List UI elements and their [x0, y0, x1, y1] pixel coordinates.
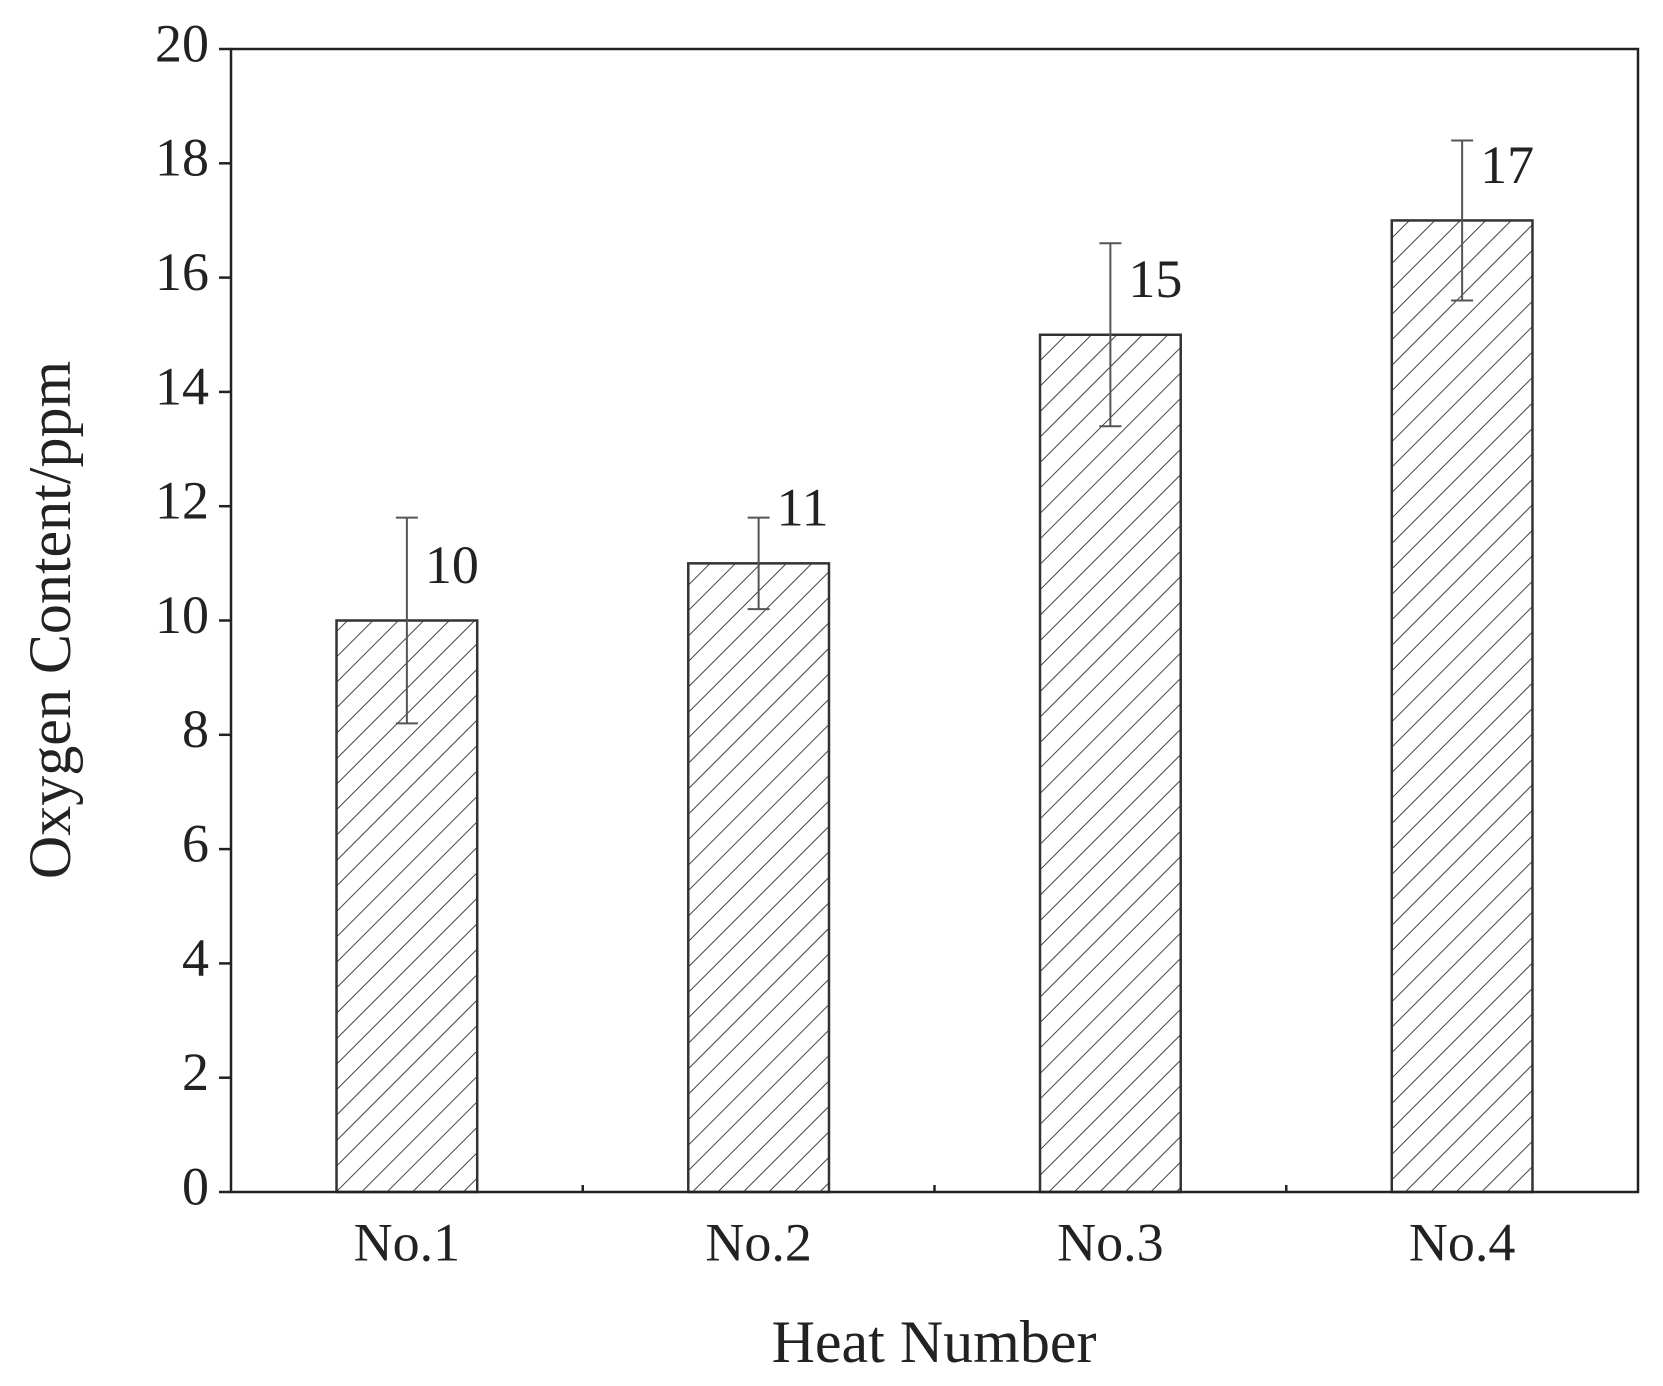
bar — [687, 562, 831, 1194]
y-tick-label: 14 — [155, 356, 209, 416]
y-tick-label: 18 — [155, 128, 209, 188]
y-tick-label: 0 — [182, 1156, 209, 1216]
y-tick-label: 20 — [155, 13, 209, 73]
plot-frame — [229, 47, 1640, 1194]
x-tick-label: No.4 — [1409, 1212, 1516, 1272]
y-tick-label: 10 — [155, 585, 209, 645]
y-axis-title: Oxygen Content/ppm — [17, 361, 83, 879]
value-label: 17 — [1480, 135, 1534, 195]
value-label: 15 — [1128, 249, 1182, 309]
y-tick-label: 6 — [182, 813, 209, 873]
x-tick-label: No.2 — [705, 1212, 812, 1272]
y-tick-label: 2 — [182, 1042, 209, 1102]
y-tick-label: 4 — [182, 928, 209, 988]
x-tick-label: No.3 — [1057, 1212, 1164, 1272]
bar — [1038, 333, 1182, 1194]
x-axis-title: Heat Number — [772, 1309, 1097, 1375]
bar — [1390, 219, 1534, 1194]
x-tick-label: No.1 — [354, 1212, 461, 1272]
y-tick-label: 8 — [182, 699, 209, 759]
value-label: 10 — [425, 535, 479, 595]
value-label: 11 — [777, 478, 829, 538]
y-tick-label: 16 — [155, 242, 209, 302]
y-tick-label: 12 — [155, 471, 209, 531]
